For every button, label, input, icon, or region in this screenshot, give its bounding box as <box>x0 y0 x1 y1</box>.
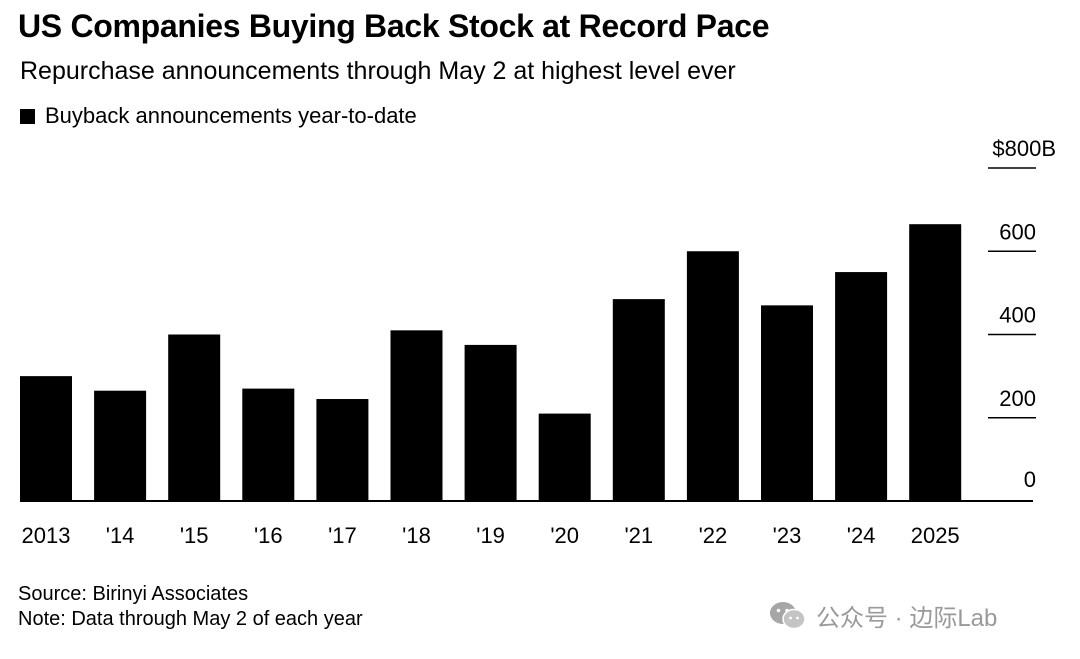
bar <box>686 251 739 501</box>
chart-subtitle: Repurchase announcements through May 2 a… <box>20 57 736 85</box>
x-tick-label: '21 <box>624 523 653 548</box>
x-tick-label: '24 <box>847 523 876 548</box>
legend: Buyback announcements year-to-date <box>20 103 417 129</box>
x-tick-label: '16 <box>254 523 283 548</box>
bar <box>835 272 888 501</box>
x-tick-label: '18 <box>402 523 431 548</box>
y-tick-label: $800B <box>992 136 1056 161</box>
watermark: 公众号 · 边际Lab <box>768 598 997 633</box>
x-tick-label: '15 <box>180 523 209 548</box>
bar <box>94 390 147 501</box>
y-tick-label: 200 <box>999 386 1036 411</box>
wechat-icon <box>770 601 806 629</box>
source-note: Source: Birinyi Associates <box>18 583 249 605</box>
x-tick-label: 2025 <box>911 523 960 548</box>
bar <box>761 305 813 501</box>
bar <box>316 399 369 501</box>
x-tick-label: '17 <box>328 523 357 548</box>
chart-title: US Companies Buying Back Stock at Record… <box>18 8 770 44</box>
legend-swatch <box>20 108 35 124</box>
y-tick-label: 600 <box>999 219 1036 244</box>
bar <box>538 413 591 501</box>
legend-label: Buyback announcements year-to-date <box>45 103 417 128</box>
x-tick-label: '23 <box>773 523 802 548</box>
x-tick-label: '20 <box>550 523 579 548</box>
y-tick-label: 400 <box>999 303 1036 328</box>
bar <box>20 376 72 501</box>
bar <box>612 299 665 501</box>
x-tick-label: '22 <box>699 523 728 548</box>
bar <box>464 344 517 501</box>
bar <box>168 334 221 501</box>
x-tick-label: '19 <box>476 523 505 548</box>
y-tick-label: 0 <box>1024 467 1036 492</box>
watermark-text: 公众号 · 边际Lab <box>816 605 998 632</box>
bar <box>390 330 443 501</box>
bar <box>242 388 295 501</box>
x-tick-label: '14 <box>106 523 135 548</box>
x-tick-label: 2013 <box>22 523 71 548</box>
data-note: Note: Data through May 2 of each year <box>18 608 363 630</box>
bar <box>909 224 962 501</box>
